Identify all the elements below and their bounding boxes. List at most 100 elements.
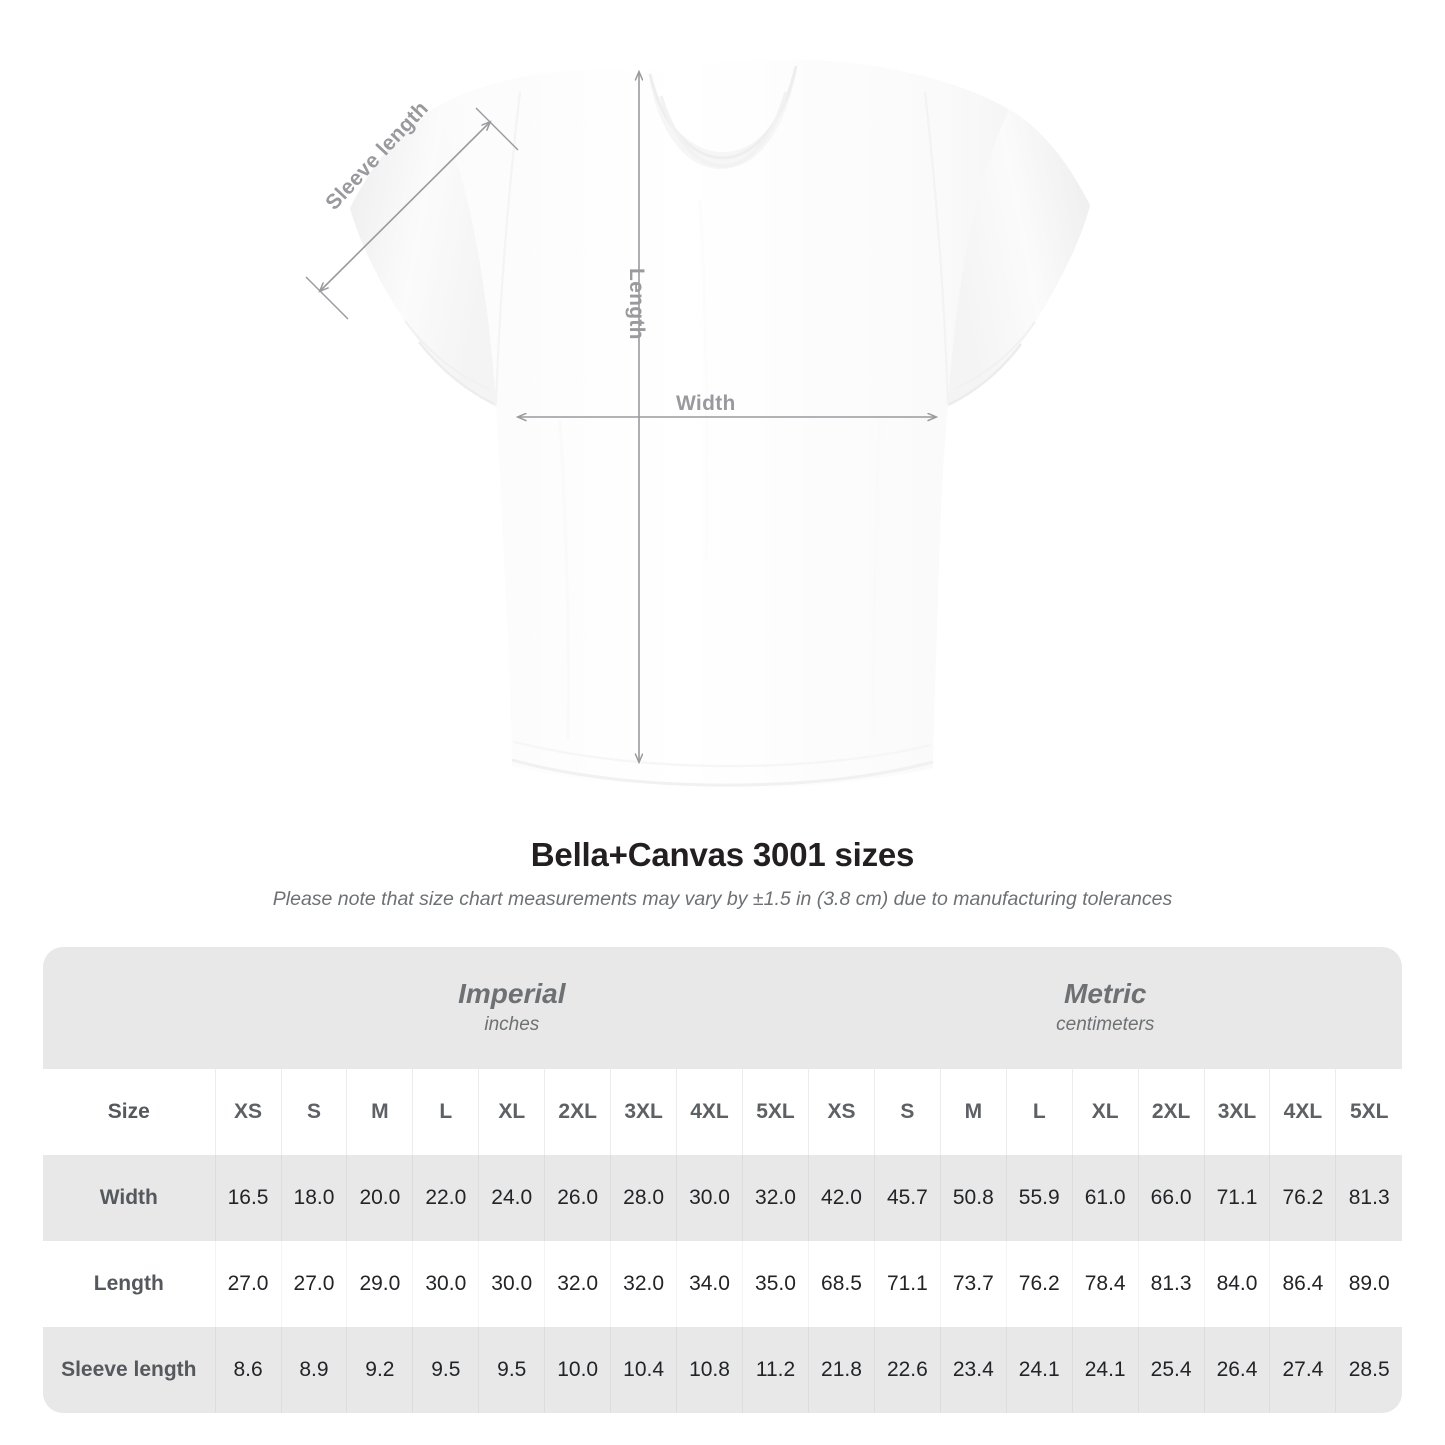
size-header-cell: 2XL bbox=[544, 1069, 611, 1155]
row-label: Width bbox=[43, 1155, 216, 1241]
data-cell: 22.0 bbox=[412, 1155, 479, 1241]
data-cell: 10.0 bbox=[544, 1327, 611, 1413]
data-cell: 30.0 bbox=[412, 1241, 479, 1327]
right-sleeve-shape bbox=[947, 109, 1090, 407]
size-header-cell: S bbox=[873, 1069, 941, 1155]
size-header-cell: XL bbox=[478, 1069, 545, 1155]
data-cell: 11.2 bbox=[741, 1327, 809, 1413]
data-cell: 89.0 bbox=[1335, 1241, 1402, 1327]
data-cell: 78.4 bbox=[1071, 1241, 1139, 1327]
size-header-cell: M bbox=[346, 1069, 413, 1155]
data-cell: 27.0 bbox=[214, 1241, 282, 1327]
tolerance-note: Please note that size chart measurements… bbox=[272, 888, 1173, 910]
size-header-cell: 4XL bbox=[1269, 1069, 1336, 1155]
data-cell: 86.4 bbox=[1269, 1241, 1336, 1327]
data-cell: 25.4 bbox=[1137, 1327, 1205, 1413]
size-header-cell: XL bbox=[1071, 1069, 1139, 1155]
unit-header-metric: Metric centimeters bbox=[808, 947, 1402, 1069]
imperial-name: Imperial bbox=[458, 978, 566, 1010]
data-cell: 8.6 bbox=[214, 1327, 282, 1413]
data-cell: 30.0 bbox=[676, 1155, 743, 1241]
table-row: Sleeve length 8.6 8.9 9.2 9.5 9.5 10.0 1… bbox=[43, 1327, 1402, 1413]
data-cell: 16.5 bbox=[214, 1155, 282, 1241]
data-cell: 68.5 bbox=[808, 1241, 875, 1327]
size-header-cell: M bbox=[939, 1069, 1007, 1155]
data-cell: 84.0 bbox=[1203, 1241, 1270, 1327]
data-cell: 81.3 bbox=[1137, 1241, 1205, 1327]
size-header-cell: S bbox=[280, 1069, 347, 1155]
data-cell: 45.7 bbox=[873, 1155, 941, 1241]
data-cell: 24.1 bbox=[1005, 1327, 1073, 1413]
size-header-cell: L bbox=[412, 1069, 479, 1155]
size-header-cell: 3XL bbox=[1203, 1069, 1270, 1155]
data-cell: 9.5 bbox=[412, 1327, 479, 1413]
width-label: Width bbox=[676, 392, 736, 415]
tshirt-illustration bbox=[305, 59, 1090, 789]
data-cell: 50.8 bbox=[939, 1155, 1007, 1241]
row-label: Length bbox=[43, 1241, 216, 1327]
data-cell: 76.2 bbox=[1005, 1241, 1073, 1327]
data-cell: 26.4 bbox=[1203, 1327, 1270, 1413]
size-header-cell: 4XL bbox=[676, 1069, 743, 1155]
chart-heading-block: Bella+Canvas 3001 sizes Please note that… bbox=[0, 830, 1445, 911]
data-cell: 27.4 bbox=[1269, 1327, 1336, 1413]
data-cell: 76.2 bbox=[1269, 1155, 1336, 1241]
data-cell: 9.2 bbox=[346, 1327, 413, 1413]
data-cell: 8.9 bbox=[280, 1327, 347, 1413]
length-label: Length bbox=[625, 268, 648, 340]
size-header-cell: 5XL bbox=[741, 1069, 809, 1155]
size-header-cell: 5XL bbox=[1335, 1069, 1402, 1155]
size-header-cell: 3XL bbox=[610, 1069, 677, 1155]
data-cell: 66.0 bbox=[1137, 1155, 1205, 1241]
data-cell: 26.0 bbox=[544, 1155, 611, 1241]
data-cell: 28.5 bbox=[1335, 1327, 1402, 1413]
size-header-cell: 2XL bbox=[1137, 1069, 1205, 1155]
data-cell: 61.0 bbox=[1071, 1155, 1139, 1241]
data-cell: 9.5 bbox=[478, 1327, 545, 1413]
unit-header-row: Imperial inches Metric centimeters bbox=[43, 947, 1402, 1069]
data-cell: 35.0 bbox=[741, 1241, 809, 1327]
data-cell: 81.3 bbox=[1335, 1155, 1402, 1241]
data-cell: 55.9 bbox=[1005, 1155, 1073, 1241]
size-header-cell: XS bbox=[808, 1069, 875, 1155]
page-title: Bella+Canvas 3001 sizes bbox=[530, 836, 915, 873]
data-cell: 29.0 bbox=[346, 1241, 413, 1327]
data-cell: 10.8 bbox=[676, 1327, 743, 1413]
unit-header-spacer bbox=[43, 947, 216, 1069]
data-cell: 30.0 bbox=[478, 1241, 545, 1327]
data-cell: 21.8 bbox=[808, 1327, 875, 1413]
data-cell: 42.0 bbox=[808, 1155, 875, 1241]
data-cell: 23.4 bbox=[939, 1327, 1007, 1413]
table-row: Width 16.5 18.0 20.0 22.0 24.0 26.0 28.0… bbox=[43, 1155, 1402, 1241]
data-cell: 32.0 bbox=[610, 1241, 677, 1327]
data-cell: 28.0 bbox=[610, 1155, 677, 1241]
data-cell: 71.1 bbox=[1203, 1155, 1270, 1241]
data-cell: 32.0 bbox=[544, 1241, 611, 1327]
data-cell: 34.0 bbox=[676, 1241, 743, 1327]
metric-sub: centimeters bbox=[1056, 1014, 1155, 1036]
neckline-shape bbox=[648, 62, 798, 169]
data-cell: 71.1 bbox=[873, 1241, 941, 1327]
data-cell: 10.4 bbox=[610, 1327, 677, 1413]
size-chart-table-wrap: Imperial inches Metric centimeters Size … bbox=[43, 947, 1402, 1413]
data-cell: 32.0 bbox=[741, 1155, 809, 1241]
tshirt-measurement-diagram: Sleeve length Length Width bbox=[305, 59, 1090, 789]
size-header-cell: XS bbox=[214, 1069, 282, 1155]
data-cell: 73.7 bbox=[939, 1241, 1007, 1327]
row-label: Sleeve length bbox=[43, 1327, 216, 1413]
sleeve-length-arrow bbox=[305, 107, 519, 320]
unit-header-imperial: Imperial inches bbox=[215, 947, 809, 1069]
size-header-cell: L bbox=[1005, 1069, 1073, 1155]
size-header-label: Size bbox=[43, 1069, 216, 1155]
data-cell: 24.1 bbox=[1071, 1327, 1139, 1413]
size-chart-table: Imperial inches Metric centimeters Size … bbox=[43, 947, 1402, 1413]
data-cell: 24.0 bbox=[478, 1155, 545, 1241]
data-cell: 22.6 bbox=[873, 1327, 941, 1413]
metric-name: Metric bbox=[1064, 978, 1147, 1010]
imperial-sub: inches bbox=[484, 1014, 540, 1036]
data-cell: 18.0 bbox=[280, 1155, 347, 1241]
shirt-body-shape bbox=[350, 59, 1090, 789]
table-row: Length 27.0 27.0 29.0 30.0 30.0 32.0 32.… bbox=[43, 1241, 1402, 1327]
data-cell: 27.0 bbox=[280, 1241, 347, 1327]
data-cell: 20.0 bbox=[346, 1155, 413, 1241]
